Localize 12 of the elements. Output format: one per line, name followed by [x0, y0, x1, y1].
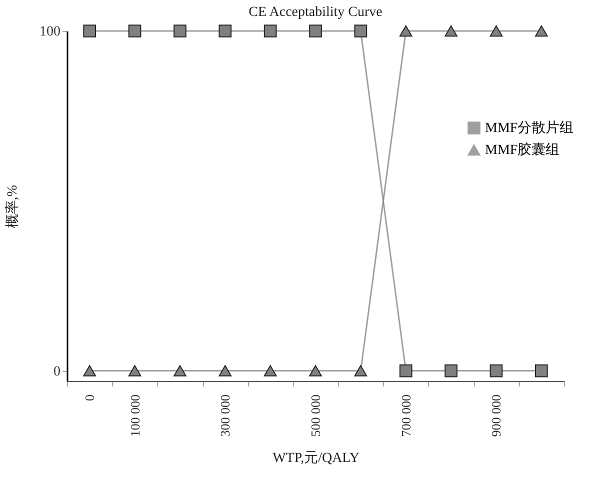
x-axis-title: WTP,元/QALY: [272, 450, 360, 466]
x-tick-label: 300 000: [218, 394, 233, 437]
x-tick-label: 900 000: [488, 394, 504, 437]
x-tick-label: 0: [82, 394, 98, 401]
x-tick-label: 100 000: [127, 394, 142, 437]
chart-title: CE Acceptability Curve: [248, 5, 382, 20]
y-axis-title: 概率,%: [4, 184, 20, 228]
x-tick-label: 700 000: [398, 394, 414, 437]
legend-label: MMF分散片组: [485, 120, 574, 136]
y-tick-label: 100: [40, 24, 60, 40]
legend-label: MMF胶囊组: [485, 142, 560, 158]
x-tick-label: 500 000: [308, 394, 323, 437]
